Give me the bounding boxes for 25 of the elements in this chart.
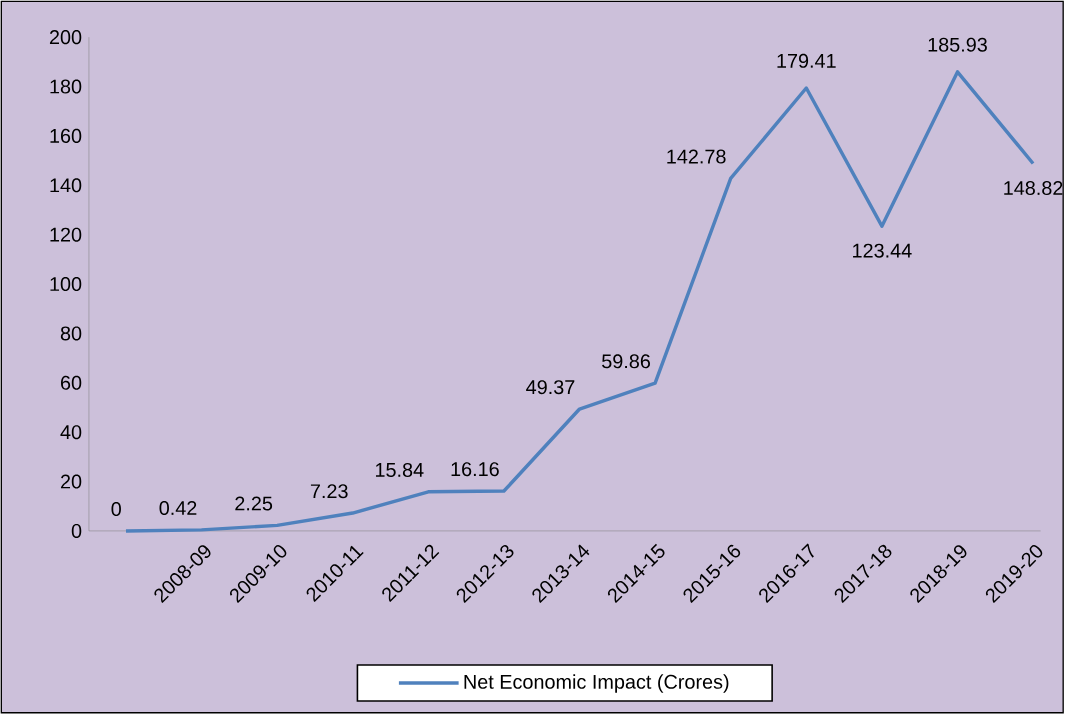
data-label: 49.37 <box>526 380 575 395</box>
data-label: 7.23 <box>310 484 348 499</box>
data-label: 0.42 <box>159 500 197 515</box>
y-tick-label: 140 <box>50 178 82 193</box>
y-tick-label: 180 <box>50 79 82 94</box>
data-label: 0 <box>111 501 121 517</box>
y-tick-label: 0 <box>71 523 82 538</box>
data-label: 185.93 <box>928 37 987 52</box>
y-tick-label: 120 <box>50 227 82 242</box>
y-tick-label: 100 <box>50 276 82 292</box>
y-tick-label: 40 <box>60 425 82 440</box>
y-tick-label: 20 <box>60 474 82 489</box>
y-tick-label: 160 <box>50 128 82 143</box>
y-tick-label: 60 <box>61 375 82 390</box>
data-label: 179.41 <box>777 53 836 68</box>
legend-label: Net Economic Impact (Crores) <box>464 674 729 693</box>
data-label: 15.84 <box>375 462 424 477</box>
y-tick-label: 200 <box>49 30 82 45</box>
data-label: 148.82 <box>1004 180 1063 195</box>
data-label: 16.16 <box>451 462 499 477</box>
y-tick-label: 80 <box>60 326 82 341</box>
data-label: 59.86 <box>602 354 651 369</box>
data-label: 142.78 <box>667 149 726 164</box>
data-label: 2.25 <box>235 496 273 511</box>
data-label: 123.44 <box>853 243 912 258</box>
